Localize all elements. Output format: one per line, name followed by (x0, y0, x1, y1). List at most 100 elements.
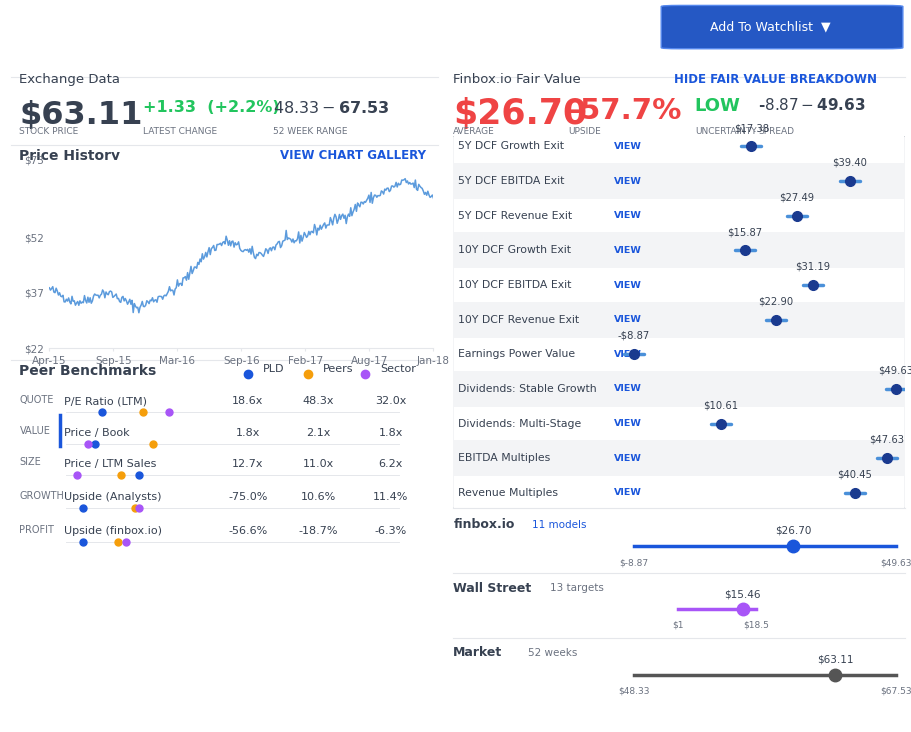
Text: EBITDA Multiples: EBITDA Multiples (457, 453, 549, 463)
Text: UPSIDE: UPSIDE (568, 127, 600, 135)
Text: VIEW: VIEW (613, 176, 640, 186)
Text: Price History: Price History (19, 149, 120, 163)
Text: -6.3%: -6.3% (374, 526, 406, 536)
Text: $48.33: $48.33 (618, 686, 649, 695)
Text: $63.11: $63.11 (19, 100, 143, 131)
Text: $49.63: $49.63 (879, 558, 910, 567)
Text: VIEW CHART GALLERY: VIEW CHART GALLERY (280, 149, 425, 163)
Text: Dividends: Multi-Stage: Dividends: Multi-Stage (457, 419, 580, 429)
Text: $40.45: $40.45 (836, 469, 871, 479)
Text: $47.63: $47.63 (868, 435, 903, 445)
Text: 52 weeks: 52 weeks (527, 648, 577, 658)
Text: Peers: Peers (322, 365, 353, 374)
Text: VIEW: VIEW (613, 315, 640, 324)
Text: 11.0x: 11.0x (302, 459, 333, 469)
Text: Wall Street: Wall Street (453, 582, 531, 594)
Text: -$8.87: -$8.87 (617, 331, 650, 341)
Text: QUOTE: QUOTE (19, 395, 54, 405)
Text: $27.49: $27.49 (778, 193, 814, 203)
Text: 5Y DCF Growth Exit: 5Y DCF Growth Exit (457, 141, 563, 152)
Text: $15.87: $15.87 (726, 227, 762, 237)
Text: Price / Book: Price / Book (64, 427, 129, 438)
Text: NYSE: PLD: NYSE: PLD (171, 20, 237, 34)
Text: finbox.io: finbox.io (453, 518, 514, 531)
Text: $18.5: $18.5 (742, 621, 769, 630)
Text: VIEW: VIEW (613, 384, 640, 394)
Text: P/E Ratio (LTM): P/E Ratio (LTM) (64, 396, 148, 406)
Text: -18.7%: -18.7% (298, 526, 338, 536)
Text: $15.46: $15.46 (723, 589, 760, 600)
Text: Upside (finbox.io): Upside (finbox.io) (64, 526, 162, 536)
Text: Earnings Power Value: Earnings Power Value (457, 349, 574, 359)
Text: $48.33 - $67.53: $48.33 - $67.53 (273, 100, 390, 116)
Text: Revenue Multiples: Revenue Multiples (457, 488, 558, 498)
Text: 18.6x: 18.6x (232, 396, 263, 406)
Text: Exchange Data: Exchange Data (19, 73, 120, 86)
Text: Finbox.io Fair Value: Finbox.io Fair Value (453, 73, 580, 86)
Text: Dividends: Stable Growth: Dividends: Stable Growth (457, 384, 596, 394)
FancyBboxPatch shape (454, 269, 903, 302)
Text: $39.40: $39.40 (832, 158, 866, 168)
Text: Peer Benchmarks: Peer Benchmarks (19, 365, 157, 378)
Text: 32.0x: 32.0x (374, 396, 406, 406)
Text: -57.7%: -57.7% (568, 97, 681, 125)
FancyBboxPatch shape (454, 407, 903, 440)
Text: ProLogis, Inc.: ProLogis, Inc. (12, 15, 203, 39)
Text: LATEST CHANGE: LATEST CHANGE (143, 127, 217, 136)
Text: 10Y DCF Revenue Exit: 10Y DCF Revenue Exit (457, 315, 578, 325)
FancyBboxPatch shape (660, 5, 902, 49)
Text: VIEW: VIEW (613, 142, 640, 151)
Text: $49.63: $49.63 (877, 365, 911, 376)
Text: LOW: LOW (694, 97, 740, 115)
Text: VIEW: VIEW (613, 488, 640, 497)
Text: -56.6%: -56.6% (228, 526, 267, 536)
Text: Upside (Analysts): Upside (Analysts) (64, 492, 161, 502)
Text: VIEW: VIEW (613, 419, 640, 428)
Text: Price / LTM Sales: Price / LTM Sales (64, 459, 157, 469)
Text: -$8.87 - $49.63: -$8.87 - $49.63 (757, 97, 865, 113)
Text: GROWTH: GROWTH (19, 490, 65, 501)
Text: 10Y DCF EBITDA Exit: 10Y DCF EBITDA Exit (457, 280, 570, 290)
Text: VIEW: VIEW (613, 246, 640, 255)
Text: 6.2x: 6.2x (378, 459, 403, 469)
Text: PLD: PLD (262, 365, 284, 374)
Text: VIEW: VIEW (613, 454, 640, 463)
Text: STOCK PRICE: STOCK PRICE (19, 127, 78, 136)
Text: SPREAD: SPREAD (757, 127, 793, 135)
Text: 2.1x: 2.1x (306, 427, 330, 438)
Text: $10.61: $10.61 (702, 400, 738, 410)
Text: VIEW: VIEW (613, 350, 640, 359)
Text: 10Y DCF Growth Exit: 10Y DCF Growth Exit (457, 245, 570, 255)
Text: PROFIT: PROFIT (19, 525, 55, 534)
Text: SIZE: SIZE (19, 458, 41, 467)
Text: 1.8x: 1.8x (378, 427, 403, 438)
Text: -75.0%: -75.0% (228, 492, 267, 502)
Text: 5Y DCF EBITDA Exit: 5Y DCF EBITDA Exit (457, 176, 564, 186)
Text: +1.33  (+2.2%): +1.33 (+2.2%) (143, 100, 280, 115)
Text: Sector: Sector (380, 365, 415, 374)
Text: 13 targets: 13 targets (549, 583, 603, 593)
Text: 48.3x: 48.3x (302, 396, 333, 406)
Text: 5Y DCF Revenue Exit: 5Y DCF Revenue Exit (457, 211, 571, 221)
Text: 11 models: 11 models (532, 520, 586, 530)
Text: $1: $1 (671, 621, 683, 630)
Text: $31.19: $31.19 (794, 262, 830, 272)
FancyBboxPatch shape (454, 477, 903, 509)
Text: $26.70: $26.70 (774, 526, 811, 536)
Text: HIDE FAIR VALUE BREAKDOWN: HIDE FAIR VALUE BREAKDOWN (674, 73, 876, 86)
Text: VIEW: VIEW (613, 212, 640, 220)
Text: 11.4%: 11.4% (373, 492, 408, 502)
Text: Add To Watchlist  ▼: Add To Watchlist ▼ (710, 20, 830, 34)
Text: VALUE: VALUE (19, 426, 50, 436)
FancyBboxPatch shape (454, 199, 903, 232)
Text: Market: Market (453, 646, 502, 660)
FancyBboxPatch shape (451, 136, 906, 508)
Text: VIEW: VIEW (613, 280, 640, 290)
Text: $67.53: $67.53 (879, 686, 910, 695)
Text: 52 WEEK RANGE: 52 WEEK RANGE (273, 127, 348, 136)
Text: 10.6%: 10.6% (301, 492, 335, 502)
Text: $17.38: $17.38 (733, 123, 768, 133)
Text: AVERAGE: AVERAGE (453, 127, 495, 135)
FancyBboxPatch shape (454, 337, 903, 371)
FancyBboxPatch shape (454, 130, 903, 163)
